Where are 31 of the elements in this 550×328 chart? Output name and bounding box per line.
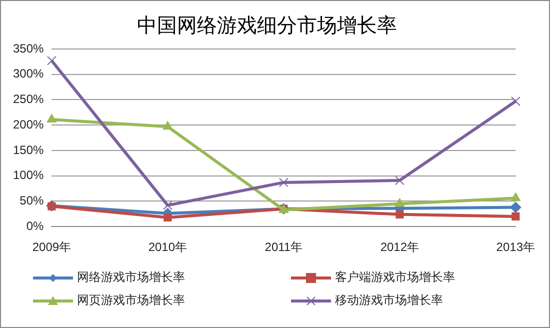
y-tick-label: 100% — [12, 168, 44, 182]
x-tick-label: 2009年 — [32, 240, 72, 254]
legend-label: 客户端游戏市场增长率 — [335, 269, 455, 286]
y-tick-label: 250% — [12, 92, 44, 106]
y-tick-label: 350% — [12, 41, 44, 56]
y-tick-label: 200% — [12, 117, 44, 132]
legend-label: 网页游戏市场增长率 — [77, 292, 185, 309]
x-tick-label: 2012年 — [380, 240, 420, 254]
point — [510, 96, 520, 106]
point — [162, 200, 172, 210]
point — [164, 213, 172, 222]
point — [394, 176, 404, 186]
point — [510, 192, 520, 202]
y-tick-label: 50% — [20, 194, 44, 208]
point — [46, 56, 56, 66]
y-tick-label: 300% — [12, 66, 44, 81]
x-tick-label: 2011年 — [264, 240, 303, 254]
point — [46, 114, 57, 123]
chart-title: 中国网络游戏细分市场增长率 — [137, 13, 397, 38]
y-tick-label: 0% — [26, 218, 44, 233]
point — [394, 198, 404, 207]
point — [278, 178, 288, 188]
legend-label: 移动游戏市场增长率 — [335, 292, 443, 309]
point — [162, 121, 173, 130]
legend-label: 网络游戏市场增长率 — [77, 269, 185, 286]
point — [512, 212, 520, 220]
x-tick-label: 2010年 — [148, 240, 188, 254]
y-tick-label: 150% — [12, 142, 44, 157]
point — [510, 202, 522, 213]
x-tick-label: 2013年 — [496, 240, 536, 254]
point — [396, 210, 404, 218]
